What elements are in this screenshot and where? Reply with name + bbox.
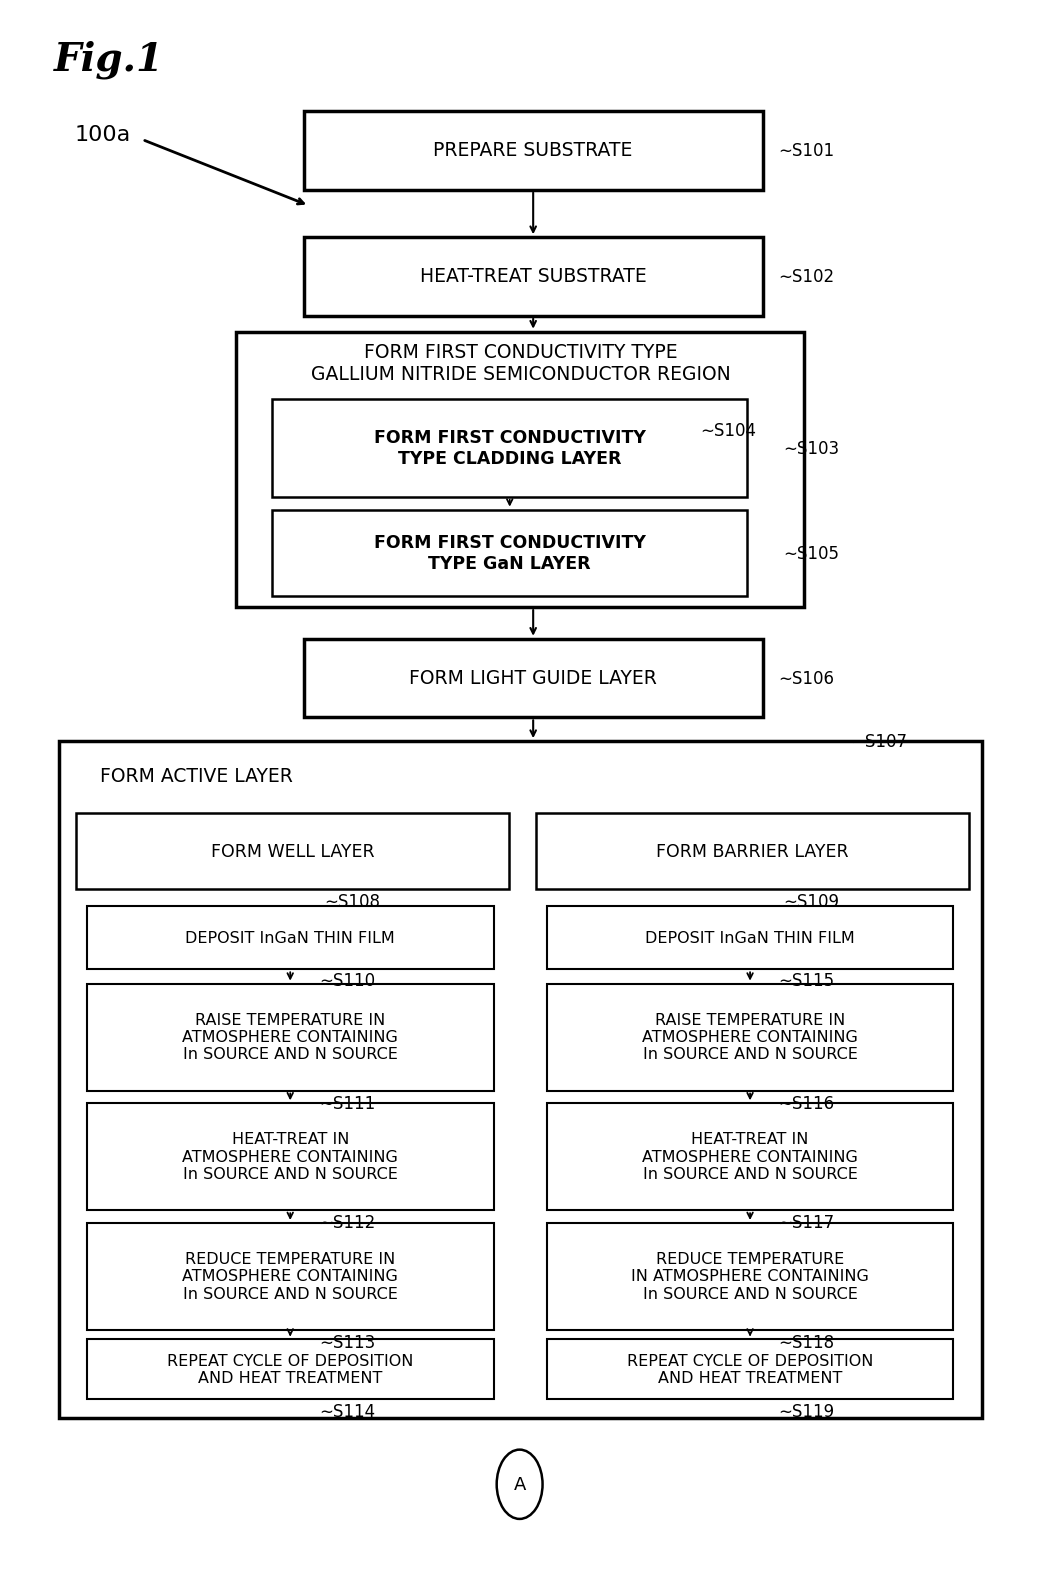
Text: REDUCE TEMPERATURE IN
ATMOSPHERE CONTAINING
In SOURCE AND N SOURCE: REDUCE TEMPERATURE IN ATMOSPHERE CONTAIN…	[182, 1252, 398, 1301]
Text: ∼S112: ∼S112	[320, 1214, 375, 1232]
Text: ∼S114: ∼S114	[320, 1404, 375, 1421]
FancyBboxPatch shape	[236, 333, 804, 607]
Text: DEPOSIT InGaN THIN FILM: DEPOSIT InGaN THIN FILM	[185, 930, 395, 946]
FancyBboxPatch shape	[87, 907, 493, 970]
FancyBboxPatch shape	[547, 907, 953, 970]
Text: FORM FIRST CONDUCTIVITY TYPE
GALLIUM NITRIDE SEMICONDUCTOR REGION: FORM FIRST CONDUCTIVITY TYPE GALLIUM NIT…	[310, 342, 730, 383]
Text: ∼S109: ∼S109	[783, 893, 839, 912]
FancyBboxPatch shape	[273, 399, 746, 497]
Text: DEPOSIT InGaN THIN FILM: DEPOSIT InGaN THIN FILM	[645, 930, 855, 946]
FancyBboxPatch shape	[547, 1224, 953, 1329]
Text: RAISE TEMPERATURE IN
ATMOSPHERE CONTAINING
In SOURCE AND N SOURCE: RAISE TEMPERATURE IN ATMOSPHERE CONTAINI…	[642, 1012, 858, 1063]
FancyBboxPatch shape	[87, 1224, 493, 1329]
Text: ∼S117: ∼S117	[777, 1214, 834, 1232]
Text: ∼S107: ∼S107	[851, 732, 907, 751]
Text: ∼S116: ∼S116	[777, 1094, 834, 1112]
Text: FORM LIGHT GUIDE LAYER: FORM LIGHT GUIDE LAYER	[409, 669, 657, 688]
Text: ∼S101: ∼S101	[777, 142, 834, 159]
Text: ∼S110: ∼S110	[320, 971, 375, 989]
FancyBboxPatch shape	[273, 509, 746, 596]
Text: REPEAT CYCLE OF DEPOSITION
AND HEAT TREATMENT: REPEAT CYCLE OF DEPOSITION AND HEAT TREA…	[627, 1353, 873, 1386]
FancyBboxPatch shape	[59, 741, 981, 1418]
FancyBboxPatch shape	[87, 1104, 493, 1211]
FancyBboxPatch shape	[536, 814, 969, 889]
FancyBboxPatch shape	[547, 1104, 953, 1211]
Text: ∼S115: ∼S115	[777, 971, 834, 989]
FancyBboxPatch shape	[304, 639, 762, 718]
Text: HEAT-TREAT IN
ATMOSPHERE CONTAINING
In SOURCE AND N SOURCE: HEAT-TREAT IN ATMOSPHERE CONTAINING In S…	[182, 1132, 398, 1181]
Text: ∼S105: ∼S105	[783, 546, 839, 563]
FancyBboxPatch shape	[304, 238, 762, 317]
Text: ∼S108: ∼S108	[325, 893, 380, 912]
Text: 100a: 100a	[74, 125, 131, 145]
Text: ∼S113: ∼S113	[320, 1334, 375, 1351]
Text: ∼S111: ∼S111	[320, 1094, 375, 1112]
FancyBboxPatch shape	[304, 112, 762, 191]
Text: HEAT-TREAT IN
ATMOSPHERE CONTAINING
In SOURCE AND N SOURCE: HEAT-TREAT IN ATMOSPHERE CONTAINING In S…	[642, 1132, 858, 1181]
Text: HEAT-TREAT SUBSTRATE: HEAT-TREAT SUBSTRATE	[420, 268, 646, 287]
FancyBboxPatch shape	[547, 984, 953, 1091]
Text: ∼S102: ∼S102	[777, 268, 834, 285]
Text: FORM FIRST CONDUCTIVITY
TYPE CLADDING LAYER: FORM FIRST CONDUCTIVITY TYPE CLADDING LA…	[374, 429, 646, 468]
Text: ∼S104: ∼S104	[700, 423, 756, 440]
FancyBboxPatch shape	[87, 1339, 493, 1399]
Text: A: A	[513, 1476, 526, 1493]
FancyBboxPatch shape	[547, 1339, 953, 1399]
Text: REDUCE TEMPERATURE
IN ATMOSPHERE CONTAINING
In SOURCE AND N SOURCE: REDUCE TEMPERATURE IN ATMOSPHERE CONTAIN…	[631, 1252, 868, 1301]
Text: FORM WELL LAYER: FORM WELL LAYER	[211, 842, 374, 861]
Text: REPEAT CYCLE OF DEPOSITION
AND HEAT TREATMENT: REPEAT CYCLE OF DEPOSITION AND HEAT TREA…	[167, 1353, 413, 1386]
Text: RAISE TEMPERATURE IN
ATMOSPHERE CONTAINING
In SOURCE AND N SOURCE: RAISE TEMPERATURE IN ATMOSPHERE CONTAINI…	[182, 1012, 398, 1063]
FancyBboxPatch shape	[87, 984, 493, 1091]
Text: ∼S103: ∼S103	[783, 440, 839, 457]
Text: ∼S119: ∼S119	[777, 1404, 834, 1421]
Text: ∼S118: ∼S118	[777, 1334, 834, 1351]
Text: PREPARE SUBSTRATE: PREPARE SUBSTRATE	[434, 142, 632, 161]
Text: FORM FIRST CONDUCTIVITY
TYPE GaN LAYER: FORM FIRST CONDUCTIVITY TYPE GaN LAYER	[374, 533, 646, 572]
Text: FORM BARRIER LAYER: FORM BARRIER LAYER	[656, 842, 849, 861]
Text: FORM ACTIVE LAYER: FORM ACTIVE LAYER	[100, 766, 294, 785]
Text: ∼S106: ∼S106	[777, 669, 834, 688]
FancyBboxPatch shape	[76, 814, 509, 889]
Text: Fig.1: Fig.1	[53, 41, 163, 79]
